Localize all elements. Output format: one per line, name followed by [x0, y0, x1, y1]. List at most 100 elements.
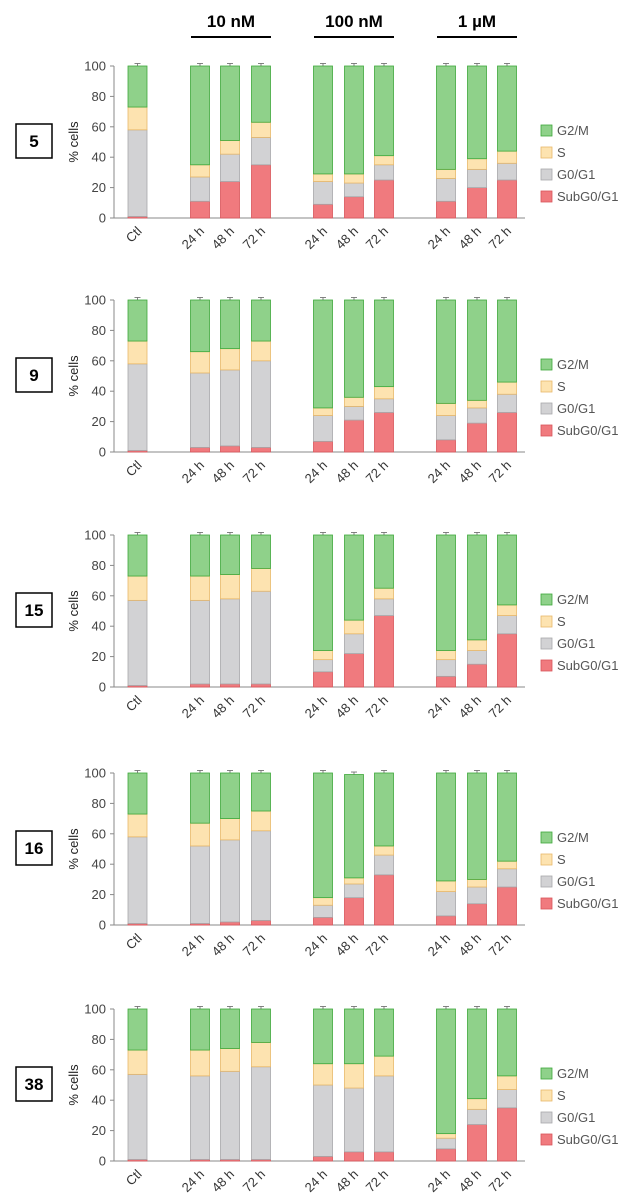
x-tick-label: 72 h	[240, 693, 269, 722]
bar-segment-s	[374, 845, 394, 856]
y-tick-label: 0	[99, 445, 106, 460]
x-tick-label: 24 h	[302, 693, 331, 722]
x-tick-label: 24 h	[425, 931, 454, 960]
bar-segment-subg0-g1	[497, 1107, 517, 1162]
y-tick-label: 60	[92, 826, 106, 841]
bar-segment-g2-m	[220, 772, 240, 819]
bar-segment-s	[313, 407, 333, 416]
bar-segment-g0-g1	[127, 1073, 148, 1160]
bar-segment-g0-g1	[190, 845, 210, 924]
y-tick-label: 40	[92, 857, 106, 872]
bar-segment-s	[190, 822, 210, 847]
y-tick-label: 20	[92, 180, 106, 195]
legend-swatch	[540, 1067, 553, 1080]
bar-segment-subg0-g1	[467, 903, 487, 926]
bar-segment-subg0-g1	[436, 200, 456, 219]
bar-segment-s	[344, 877, 364, 885]
x-tick-label: 72 h	[363, 224, 392, 253]
bar-segment-g0-g1	[127, 363, 148, 451]
bar-segment-g2-m	[467, 1008, 487, 1100]
concentration-label: 1 µM	[458, 12, 496, 31]
bar-segment-s	[251, 810, 271, 832]
bar-segment-g2-m	[313, 534, 333, 651]
legend-swatch	[540, 875, 553, 888]
y-axis-label: % cells	[66, 121, 81, 163]
y-tick-label: 20	[92, 649, 106, 664]
bar-segment-s	[374, 386, 394, 400]
compound-label: 9	[29, 366, 38, 385]
y-tick-label: 0	[99, 1154, 106, 1169]
bar-segment-g2-m	[190, 65, 210, 166]
bar-segment-subg0-g1	[467, 663, 487, 688]
legend-label: S	[557, 852, 566, 867]
bar-segment-subg0-g1	[436, 915, 456, 926]
bar-segment-subg0-g1	[436, 439, 456, 453]
bar-segment-s	[344, 619, 364, 635]
bar-segment-g0-g1	[467, 886, 487, 905]
bar-segment-g2-m	[190, 534, 210, 577]
x-tick-label: 48 h	[333, 693, 362, 722]
bar-segment-g2-m	[220, 1008, 240, 1049]
bar-segment-s	[127, 106, 148, 131]
bar-segment-s	[374, 587, 394, 600]
bar-segment-g0-g1	[313, 181, 333, 205]
y-tick-label: 80	[92, 89, 106, 104]
bar-segment-subg0-g1	[220, 683, 240, 688]
concentration-label: 100 nM	[325, 12, 383, 31]
x-tick-label: 72 h	[486, 693, 515, 722]
bar-segment-g2-m	[127, 772, 148, 815]
bar-segment-subg0-g1	[497, 886, 517, 926]
bar-segment-subg0-g1	[344, 897, 364, 926]
bar-segment-g2-m	[313, 772, 333, 899]
bar-segment-subg0-g1	[497, 633, 517, 688]
bar-segment-g0-g1	[436, 415, 456, 441]
bar-segment-subg0-g1	[190, 447, 210, 453]
bar-segment-g0-g1	[190, 176, 210, 202]
bar-segment-g2-m	[190, 1008, 210, 1051]
legend-swatch	[540, 380, 553, 393]
bar-segment-g0-g1	[436, 891, 456, 917]
bar-segment-s	[344, 396, 364, 407]
bar-segment-s	[497, 604, 517, 616]
bar-segment-g0-g1	[190, 1075, 210, 1160]
x-tick-label: 24 h	[179, 224, 208, 253]
bar-segment-subg0-g1	[220, 445, 240, 453]
legend-label: G2/M	[557, 1066, 589, 1081]
bar-segment-g0-g1	[497, 615, 517, 635]
y-axis-label: % cells	[66, 590, 81, 632]
bar-segment-g2-m	[344, 774, 364, 879]
bar-segment-s	[467, 1098, 487, 1110]
x-tick-label: 24 h	[425, 458, 454, 487]
x-tick-label: 48 h	[456, 1167, 485, 1196]
legend-label: G2/M	[557, 592, 589, 607]
bar-segment-s	[220, 574, 240, 600]
bar-segment-g0-g1	[127, 129, 148, 217]
y-tick-label: 0	[99, 211, 106, 226]
x-tick-label: 72 h	[240, 458, 269, 487]
y-tick-label: 80	[92, 1032, 106, 1047]
bar-segment-g0-g1	[220, 369, 240, 447]
bar-segment-g0-g1	[220, 1070, 240, 1160]
bar-segment-subg0-g1	[251, 447, 271, 453]
bar-segment-g0-g1	[436, 1137, 456, 1150]
y-tick-label: 100	[84, 293, 106, 308]
bar-segment-g0-g1	[374, 854, 394, 876]
legend-swatch	[540, 124, 553, 137]
bar-segment-g2-m	[436, 534, 456, 651]
bar-segment-g2-m	[436, 1008, 456, 1135]
bar-segment-s	[190, 575, 210, 601]
legend-label: G0/G1	[557, 401, 595, 416]
bar-segment-g0-g1	[220, 598, 240, 685]
bar-segment-g2-m	[344, 534, 364, 621]
bar-segment-g0-g1	[374, 398, 394, 413]
bar-segment-s	[220, 140, 240, 155]
bar-segment-g2-m	[436, 772, 456, 882]
bar-segment-g2-m	[344, 299, 364, 398]
bar-segment-g2-m	[497, 772, 517, 862]
y-axis-label: % cells	[66, 828, 81, 870]
bar-segment-g2-m	[374, 299, 394, 388]
y-tick-label: 40	[92, 384, 106, 399]
bar-segment-s	[436, 650, 456, 661]
legend-label: G0/G1	[557, 167, 595, 182]
x-tick-label: 72 h	[240, 931, 269, 960]
